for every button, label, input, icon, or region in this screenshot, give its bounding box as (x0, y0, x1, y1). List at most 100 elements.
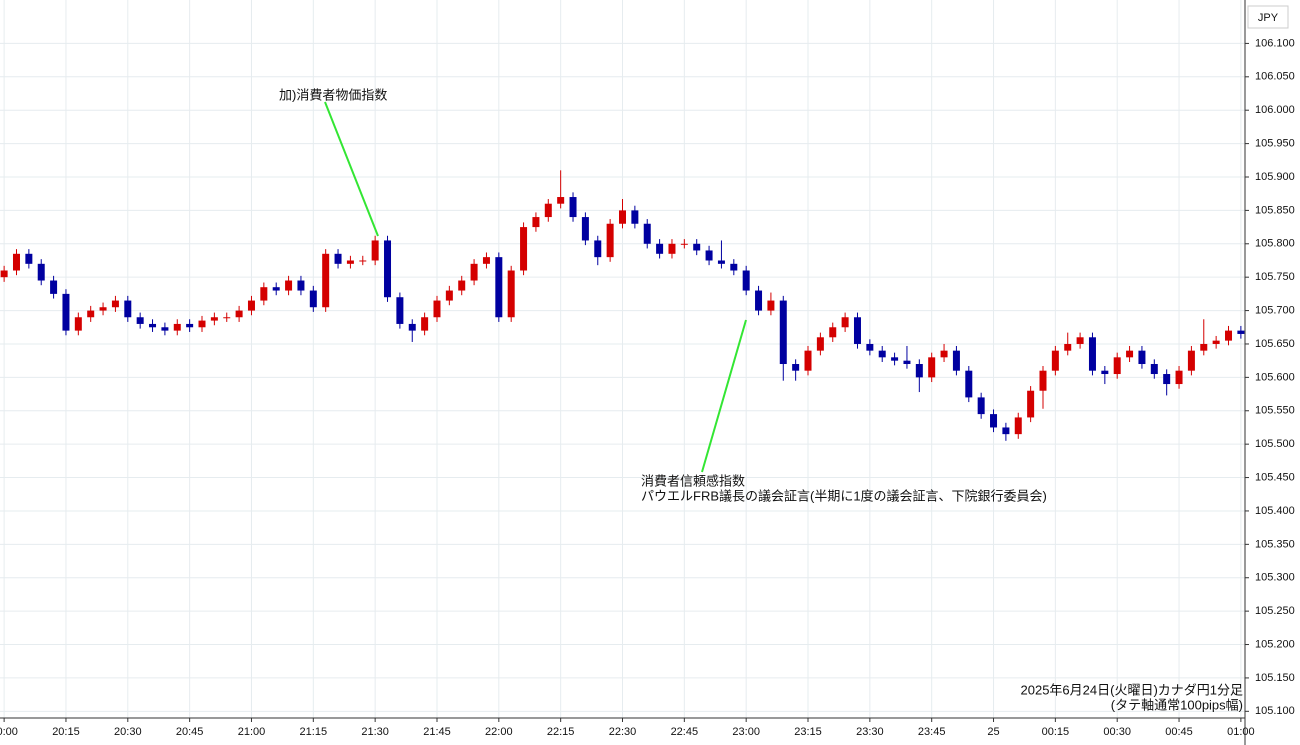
candle-body (903, 360, 911, 365)
x-tick-label: 22:15 (547, 726, 575, 738)
candle-body (977, 397, 985, 415)
candle-body (1101, 370, 1109, 375)
candle-body (334, 253, 342, 264)
y-tick-label: 105.400 (1255, 505, 1295, 517)
x-tick-label: 21:30 (361, 726, 389, 738)
candle-body (532, 217, 540, 228)
candle-body (210, 317, 218, 321)
annotation-text: 消費者信頼感指数 (641, 473, 745, 488)
y-tick-label: 105.200 (1255, 638, 1295, 650)
y-tick-label: 106.100 (1255, 37, 1295, 49)
grid (0, 0, 1245, 718)
candle-body (1150, 364, 1158, 375)
candle-body (285, 280, 293, 291)
candle-body (643, 223, 651, 244)
annotation-line (324, 101, 379, 237)
candle-body (779, 300, 787, 365)
candle-body (0, 270, 8, 278)
y-tick-label: 105.150 (1255, 672, 1295, 684)
candle-body (297, 280, 305, 291)
candle-body (223, 317, 231, 319)
y-tick-label: 105.800 (1255, 238, 1295, 250)
candle-body (247, 300, 255, 311)
y-tick-label: 105.450 (1255, 471, 1295, 483)
annotations: 加)消費者物価指数消費者信頼感指数パウエルFRB議長の議会証言(半期に1度の議会… (279, 87, 1047, 503)
x-tick-label: 25 (987, 726, 999, 738)
candle-body (1076, 337, 1084, 344)
candle-body (742, 270, 750, 291)
candle-body (767, 300, 775, 311)
y-tick-label: 105.650 (1255, 338, 1295, 350)
y-tick-label: 105.850 (1255, 204, 1295, 216)
candle-body (965, 370, 973, 398)
candle-body (1126, 350, 1134, 358)
candle-body (1138, 350, 1146, 365)
candle-body (458, 280, 466, 291)
candle-body (557, 197, 565, 204)
candle-body (631, 210, 639, 224)
x-tick-label: 23:00 (732, 726, 760, 738)
candle-body (569, 197, 577, 218)
x-tick-label: 23:45 (918, 726, 946, 738)
candle-body (730, 263, 738, 271)
y-tick-label: 105.550 (1255, 405, 1295, 417)
candle-body (891, 357, 899, 361)
currency-box (1247, 5, 1289, 29)
candle-body (136, 317, 144, 324)
x-tick-label: 22:00 (485, 726, 513, 738)
candle-body (346, 260, 354, 264)
candle-body (792, 364, 800, 371)
candle-body (260, 287, 268, 301)
candle-body (755, 290, 763, 311)
candle-body (235, 310, 243, 318)
candle-body (482, 257, 490, 264)
x-tick-label: 01:00 (1227, 726, 1255, 738)
candle-body (445, 290, 453, 301)
candle-body (915, 364, 923, 378)
candle-body (433, 300, 441, 318)
candle-body (841, 317, 849, 328)
candle-body (371, 240, 379, 261)
y-tick-label: 105.350 (1255, 538, 1295, 550)
candle-body (1237, 330, 1245, 334)
y-tick-label: 106.000 (1255, 104, 1295, 116)
candle-body (87, 310, 95, 318)
candle-body (693, 243, 701, 251)
candle-body (990, 414, 998, 428)
candle-body (619, 210, 626, 224)
candle-body (1200, 343, 1208, 351)
y-tick-label: 105.500 (1255, 438, 1295, 450)
candle-body (186, 323, 194, 328)
candle-body (1027, 390, 1035, 418)
candle-body (408, 323, 416, 331)
annotation-line (701, 319, 747, 473)
annotation-text: 加)消費者物価指数 (279, 87, 387, 102)
candle-body (12, 253, 20, 271)
candle-body (322, 253, 330, 308)
y-tick-label: 105.600 (1255, 371, 1295, 383)
candle-body (309, 290, 317, 308)
currency-label: JPY (1258, 12, 1279, 24)
y-tick-label: 105.300 (1255, 572, 1295, 584)
x-tick-label: 23:15 (794, 726, 822, 738)
candle-body (384, 240, 392, 298)
candles (0, 170, 1245, 441)
candle-body (829, 327, 837, 338)
candle-body (359, 260, 367, 262)
candle-body (1175, 370, 1183, 385)
candle-body (594, 240, 602, 258)
x-tick-label: 21:00 (238, 726, 266, 738)
candle-body (866, 343, 874, 351)
candle-body (507, 270, 515, 318)
x-tick-label: 00:15 (1042, 726, 1070, 738)
candle-body (878, 350, 886, 358)
candle-body (816, 337, 824, 351)
candle-body (149, 323, 157, 328)
x-tick-label: 21:45 (423, 726, 451, 738)
y-tick-label: 105.100 (1255, 705, 1295, 717)
candle-body (1212, 340, 1220, 344)
chart-note: 2025年6月24日(火曜日)カナダ円1分足 (1021, 682, 1244, 697)
x-tick-label: 20:00 (0, 726, 18, 738)
candle-body (1014, 417, 1022, 435)
x-tick-label: 21:15 (300, 726, 328, 738)
